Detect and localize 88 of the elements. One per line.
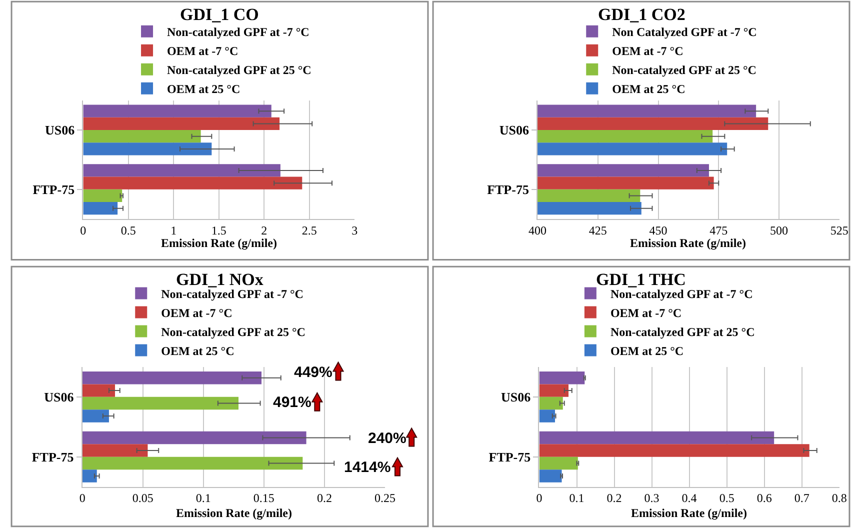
x-tick-label: 500 xyxy=(770,224,788,238)
legend-label: OEM at -7 °C xyxy=(167,44,238,58)
y-tick-label: US06 xyxy=(44,122,76,138)
x-tick-label: 1.5 xyxy=(211,224,226,238)
bar xyxy=(82,456,303,470)
x-tick-label: 0 xyxy=(79,491,86,506)
bar xyxy=(83,117,280,130)
x-tick-label: 0 xyxy=(536,491,542,506)
x-axis-title: Emission Rate (g/mile) xyxy=(161,236,277,250)
x-tick-label: 450 xyxy=(649,224,668,238)
x-tick-label: 0.1 xyxy=(569,491,584,506)
bar xyxy=(539,444,810,457)
x-tick-label: 0.2 xyxy=(606,491,622,506)
bar xyxy=(539,371,585,384)
bar xyxy=(83,164,280,177)
y-tick-label: FTP-75 xyxy=(32,449,74,464)
x-tick-label: 1 xyxy=(170,224,177,238)
bar xyxy=(83,176,302,190)
bar xyxy=(83,104,272,118)
x-axis-title: Emission Rate (g/mile) xyxy=(631,506,747,520)
x-tick-label: 0.2 xyxy=(316,491,332,506)
x-tick-label: 3 xyxy=(352,224,358,238)
bar xyxy=(83,189,122,202)
y-tick-label: FTP-75 xyxy=(488,449,532,464)
x-tick-label: 2.5 xyxy=(302,224,317,238)
x-tick-label: 2 xyxy=(261,224,268,238)
chart-title: GDI_1 CO xyxy=(180,5,259,24)
legend-label: Non-catalyzed GPF at 25 °C xyxy=(161,324,306,339)
bar xyxy=(83,202,118,215)
bar xyxy=(539,396,563,410)
bar xyxy=(539,431,774,444)
legend-label: OEM at -7 °C xyxy=(612,44,684,58)
x-tick-label: 0.5 xyxy=(120,224,136,238)
legend-label: Non-catalyzed GPF at -7 °C xyxy=(167,25,310,40)
x-tick-label: 0.15 xyxy=(253,491,274,506)
y-tick-label: US06 xyxy=(499,122,530,138)
annotation: 1414% xyxy=(344,459,391,476)
y-tick-label: US06 xyxy=(44,389,74,404)
legend-label: Non-catalyzed GPF at 25 °C xyxy=(167,63,312,78)
y-tick-label: FTP-75 xyxy=(32,182,76,197)
bar xyxy=(82,384,116,397)
bar xyxy=(83,142,212,156)
bar xyxy=(82,470,97,482)
x-tick-label: 0.25 xyxy=(374,491,396,506)
x-tick-label: 400 xyxy=(528,224,547,238)
legend-label: OEM at 25 °C xyxy=(161,344,234,358)
annotation: 491% xyxy=(273,394,312,411)
legend-label: Non Catalyzed GPF at -7 °C xyxy=(612,25,757,40)
bar xyxy=(82,371,262,384)
x-tick-label: 0.4 xyxy=(682,491,697,506)
legend-label: OEM at 25 °C xyxy=(610,344,684,358)
annotation: 240% xyxy=(368,430,406,447)
bar xyxy=(83,130,201,143)
x-tick-label: 0.5 xyxy=(719,491,734,506)
legend-label: OEM at 25 °C xyxy=(612,82,686,96)
bar xyxy=(82,410,109,422)
x-tick-label: 0.05 xyxy=(132,491,154,506)
y-tick-label: FTP-75 xyxy=(487,182,530,197)
bar xyxy=(539,410,556,422)
chart-title: GDI_1 CO2 xyxy=(598,5,686,24)
x-axis-title: Emission Rate (g/mile) xyxy=(176,506,292,520)
legend-label: Non-catalyzed GPF at 25 °C xyxy=(612,63,756,78)
bar xyxy=(539,470,562,482)
x-tick-label: 0.6 xyxy=(756,491,772,506)
legend-label: OEM at -7 °C xyxy=(610,306,682,320)
x-tick-label: 425 xyxy=(588,224,607,238)
x-tick-label: 0 xyxy=(80,224,86,238)
legend-label: OEM at 25 °C xyxy=(167,82,240,96)
legend-label: Non-catalyzed GPF at -7 °C xyxy=(610,286,753,301)
bar xyxy=(539,456,578,470)
legend-label: Non-catalyzed GPF at 25 °C xyxy=(610,324,755,339)
legend-label: Non-catalyzed GPF at -7 °C xyxy=(161,286,304,301)
bar xyxy=(539,384,569,397)
x-tick-label: 0.1 xyxy=(196,491,211,506)
bar xyxy=(82,444,148,457)
x-tick-label: 525 xyxy=(830,224,848,238)
x-tick-label: 475 xyxy=(710,224,728,238)
y-tick-label: US06 xyxy=(501,389,532,404)
annotation: 449% xyxy=(294,364,332,381)
x-tick-label: 0.8 xyxy=(832,491,847,506)
bar xyxy=(82,396,238,410)
chart-title: GDI_1 NOx xyxy=(176,270,264,289)
x-tick-label: 0.7 xyxy=(794,491,810,506)
legend-label: OEM at -7 °C xyxy=(161,306,232,320)
chart-title: GDI_1 THC xyxy=(596,270,686,289)
x-axis-title: Emission Rate (g/mile) xyxy=(630,236,746,250)
x-tick-label: 0.3 xyxy=(644,491,660,506)
bar xyxy=(82,431,306,444)
